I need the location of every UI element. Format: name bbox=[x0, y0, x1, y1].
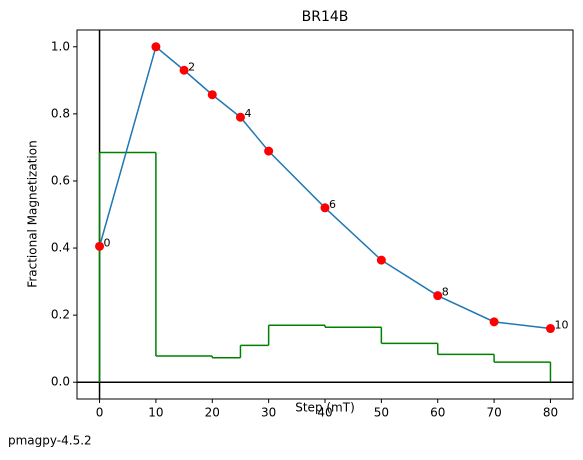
data-point bbox=[376, 255, 386, 265]
data-point bbox=[320, 203, 330, 213]
x-tick-label: 40 bbox=[317, 406, 332, 420]
data-point bbox=[207, 90, 217, 100]
data-point bbox=[264, 146, 274, 156]
point-label: 10 bbox=[554, 319, 568, 332]
x-tick-label: 10 bbox=[148, 406, 163, 420]
point-label: 2 bbox=[188, 60, 195, 73]
x-tick-label: 70 bbox=[486, 406, 501, 420]
point-label: 6 bbox=[329, 198, 336, 211]
data-point bbox=[235, 112, 245, 122]
point-label: 4 bbox=[244, 107, 251, 120]
data-point bbox=[95, 241, 105, 251]
data-point bbox=[151, 42, 161, 52]
y-axis-label: Fractional Magnetization bbox=[26, 140, 40, 287]
data-point bbox=[179, 65, 189, 75]
point-label: 8 bbox=[442, 286, 449, 299]
footer: pmagpy-4.5.2 bbox=[8, 434, 92, 448]
x-tick-label: 0 bbox=[96, 406, 104, 420]
point-label: 0 bbox=[104, 236, 111, 249]
x-tick-label: 80 bbox=[543, 406, 558, 420]
x-tick-label: 30 bbox=[261, 406, 276, 420]
y-tick-label: 0.4 bbox=[51, 241, 70, 255]
chart-title: BR14B bbox=[302, 9, 349, 25]
y-tick-label: 0.0 bbox=[51, 375, 70, 389]
x-tick-label: 20 bbox=[205, 406, 220, 420]
data-point bbox=[545, 324, 555, 334]
y-tick-label: 0.8 bbox=[51, 106, 70, 120]
y-tick-label: 1.0 bbox=[51, 39, 70, 53]
plot-frame bbox=[76, 29, 574, 400]
magnetization-line bbox=[98, 45, 551, 330]
x-axis-label: Step (mT) bbox=[295, 401, 355, 415]
x-tick-label: 60 bbox=[430, 406, 445, 420]
y-tick-label: 0.2 bbox=[51, 308, 70, 322]
y-tick-label: 0.6 bbox=[51, 173, 70, 187]
x-tick-label: 50 bbox=[374, 406, 389, 420]
data-point bbox=[489, 317, 499, 327]
data-point bbox=[433, 291, 443, 301]
